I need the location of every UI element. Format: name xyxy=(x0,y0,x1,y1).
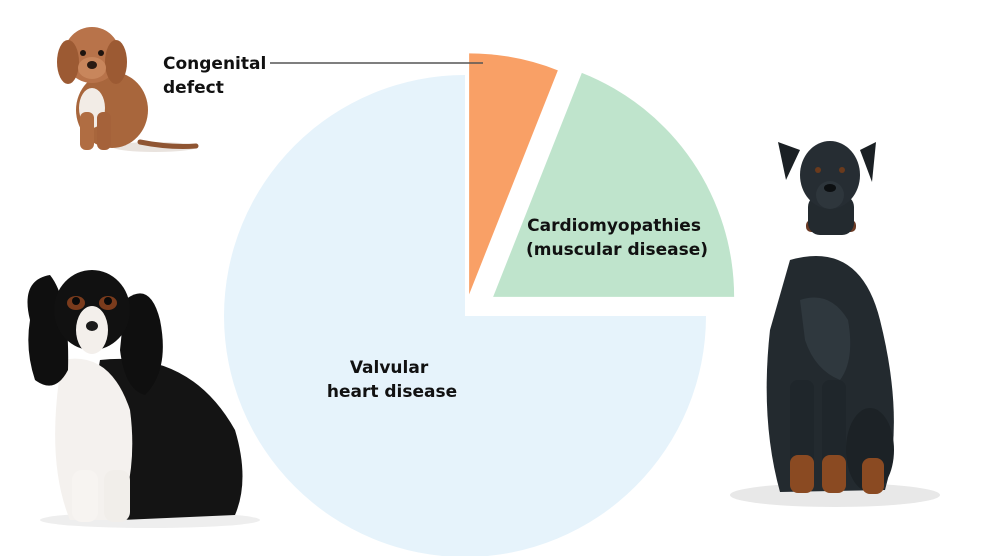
pie-slice-congenital xyxy=(469,53,558,295)
cavapoo-puppy-image xyxy=(57,27,199,152)
label-cardiomyopathies: Cardiomyopathies (muscular disease) xyxy=(526,216,708,260)
label-valvular: Valvular heart disease xyxy=(327,358,457,402)
label-congenital: Congenital defect xyxy=(163,54,272,98)
pie-slice-valvular xyxy=(224,75,706,556)
pie-slices xyxy=(224,53,735,556)
cavalier-spaniel-image xyxy=(27,270,260,528)
pie-slice-cardiomyopathies xyxy=(493,72,735,297)
doberman-image xyxy=(730,141,940,507)
